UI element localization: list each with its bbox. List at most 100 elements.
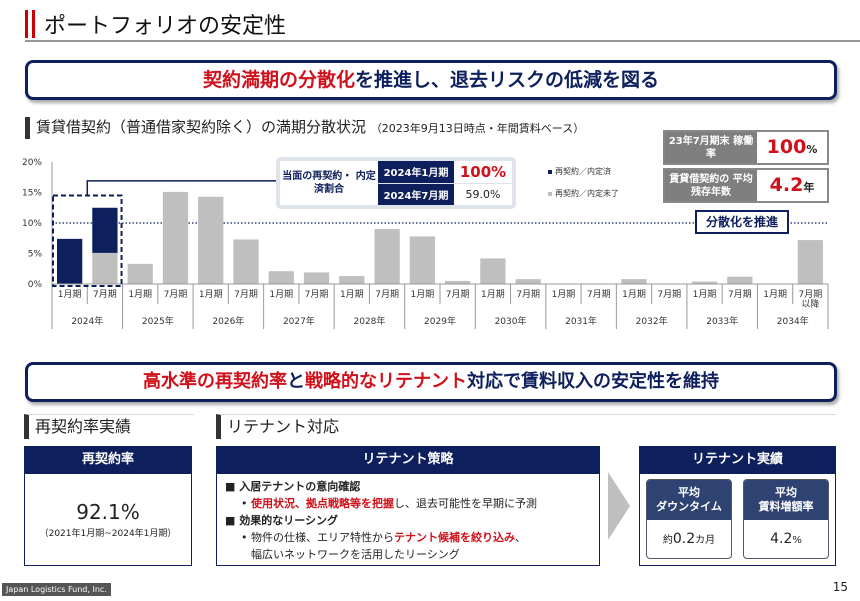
box-title: リテナント策略	[217, 446, 599, 474]
callout-value: 100%	[454, 161, 512, 184]
result-value: 0.2	[672, 531, 696, 547]
result-downtime: 平均 ダウンタイム 約0.2カ月	[646, 479, 732, 559]
bar-pending	[127, 263, 153, 284]
period-label: 1月期	[763, 289, 787, 300]
y-tick-label: 20%	[22, 158, 42, 168]
expiry-chart: 0% 5% 10% 15% 20% 1月期 7月期 1月期 7月期 1月期 7月期 1月期 7月期 1月期…	[22, 158, 829, 329]
banner-text: を推進し、退去リスクの低減を図る	[355, 69, 660, 91]
legend-swatch	[548, 191, 552, 196]
strategy-item: ■ 入居テナントの意向確認	[225, 480, 361, 493]
page-title: ポートフォリオの安定性	[44, 14, 287, 39]
box-title: 再契約率	[25, 446, 191, 474]
bar-pending	[691, 281, 718, 284]
section-note: （2023年9月13日時点・年間賃料ベース）	[370, 122, 585, 135]
period-label: 1月期	[128, 289, 152, 300]
period-label: 7月期	[587, 289, 611, 300]
bar-pending	[162, 191, 189, 284]
renewal-rate-value: 92.1%	[76, 500, 140, 524]
box-title: リテナント実績	[640, 446, 835, 474]
retenant-heading: リテナント対応	[216, 414, 836, 439]
legend-item-pending: 再契約／内定未了	[548, 188, 619, 199]
period-label: 7月期	[93, 289, 117, 300]
detail-text: 物件の仕様、エリア特性から	[251, 531, 394, 544]
year-label: 2029年	[424, 315, 456, 327]
result-value: 4.2	[770, 531, 793, 547]
section-title: 賃貸借契約（普通借家契約除く）の満期分散状況	[36, 118, 367, 136]
period-label: 7月期	[446, 289, 470, 300]
y-tick-label: 15%	[22, 189, 42, 199]
result-label: 賃料増額率	[758, 500, 814, 513]
bar-pending	[797, 240, 823, 284]
year-label: 2028年	[354, 315, 386, 327]
bar-pending	[445, 280, 471, 284]
bar-pending	[198, 196, 224, 284]
strategy-item: ■ 効果的なリーシング	[225, 514, 339, 527]
strategy-bullet: 効果的なリーシング	[239, 514, 339, 527]
period-label: 1月期	[199, 289, 223, 300]
period-label: 7月期	[305, 289, 329, 300]
renewal-callout: 当面の再契約・ 内定済割合 2024年1月期 100% 2024年7月期 59.0%	[276, 157, 516, 209]
detail-highlight: 使用状況、拠点戦略等を把握	[251, 497, 394, 510]
period-label: 1月期	[481, 289, 505, 300]
period-label: 7月期	[164, 289, 188, 300]
y-tick-label: 5%	[28, 250, 43, 260]
legend-item-done: 再契約／内定済	[548, 166, 611, 177]
renewal-heading: 再契約率実績	[24, 414, 194, 439]
period-label: 7月期	[234, 289, 258, 300]
period-label: 7月期	[516, 289, 540, 300]
kpi-value: 4.2	[769, 174, 804, 196]
result-unit: カ月	[695, 535, 716, 546]
year-label: 2024年	[71, 315, 103, 327]
kpi-label: 23年7月期末 稼働率	[665, 132, 757, 163]
period-label: 1月期	[340, 289, 364, 300]
bar-pending	[515, 279, 541, 284]
y-tick-label: 10%	[22, 219, 42, 229]
kpi-remaining-years: 賃貸借契約の 平均残存年数 4.2年	[663, 168, 829, 203]
bar-pending	[339, 276, 365, 284]
arrow-right-icon	[608, 472, 630, 540]
bar-pending	[409, 236, 435, 284]
callout-value: 59.0%	[454, 183, 512, 206]
callout-label: 当面の再契約・ 内定済割合	[280, 161, 378, 205]
bar-pending	[480, 258, 506, 284]
detail-text: 、	[515, 531, 526, 544]
result-rent-increase: 平均 賃料増額率 4.2%	[743, 479, 829, 559]
banner-text: 対応で賃料収入の安定性を維持	[467, 371, 719, 392]
banner-text: と	[287, 371, 305, 392]
period-label: 1月期	[622, 289, 646, 300]
highlight-box	[52, 194, 123, 287]
diversify-label: 分散化を推進	[695, 210, 789, 234]
result-prefix: 約	[662, 535, 673, 546]
period-label: 1月期	[58, 289, 82, 300]
period-label: 7月期	[375, 289, 399, 300]
strategy-detail: • 使用状況、拠点戦略等を把握し、退去可能性を早期に予測	[241, 497, 537, 510]
bar-pending	[92, 252, 118, 284]
banner-highlight: 契約満期の分散化	[202, 69, 355, 91]
callout-connector	[86, 180, 276, 196]
period-label: 以降	[801, 298, 819, 310]
y-tick-label: 0%	[28, 280, 43, 290]
callout-period: 2024年7月期	[378, 183, 454, 206]
strategy-bullet: 入居テナントの意向確認	[239, 480, 361, 493]
year-label: 2026年	[212, 315, 244, 327]
bar-pending	[374, 229, 400, 284]
kpi-label: 賃貸借契約の 平均残存年数	[665, 170, 757, 201]
result-unit: %	[792, 535, 802, 546]
banner-highlight: 戦略的なリテナント	[305, 371, 467, 392]
period-label: 7月期	[657, 289, 681, 300]
company-logo: Japan Logistics Fund, Inc.	[2, 583, 111, 596]
year-label: 2033年	[706, 315, 738, 327]
year-label: 2034年	[777, 315, 809, 327]
year-label: 2030年	[495, 315, 527, 327]
detail-text: 幅広いネットワークを活用したリーシング	[251, 548, 460, 561]
detail-highlight: テナント候補を絞り込み	[394, 531, 515, 544]
kpi-unit: %	[806, 143, 818, 156]
kpi-unit: 年	[803, 181, 815, 194]
bar-pending	[621, 279, 647, 284]
bar-pending	[268, 271, 294, 284]
page-number: 15	[832, 580, 848, 594]
kpi-value: 100	[766, 136, 807, 158]
banner-stability: 高水準の再契約率と戦略的なリテナント対応で賃料収入の安定性を維持	[25, 362, 837, 402]
bar-pending	[233, 239, 259, 284]
bar-pending	[727, 276, 753, 284]
